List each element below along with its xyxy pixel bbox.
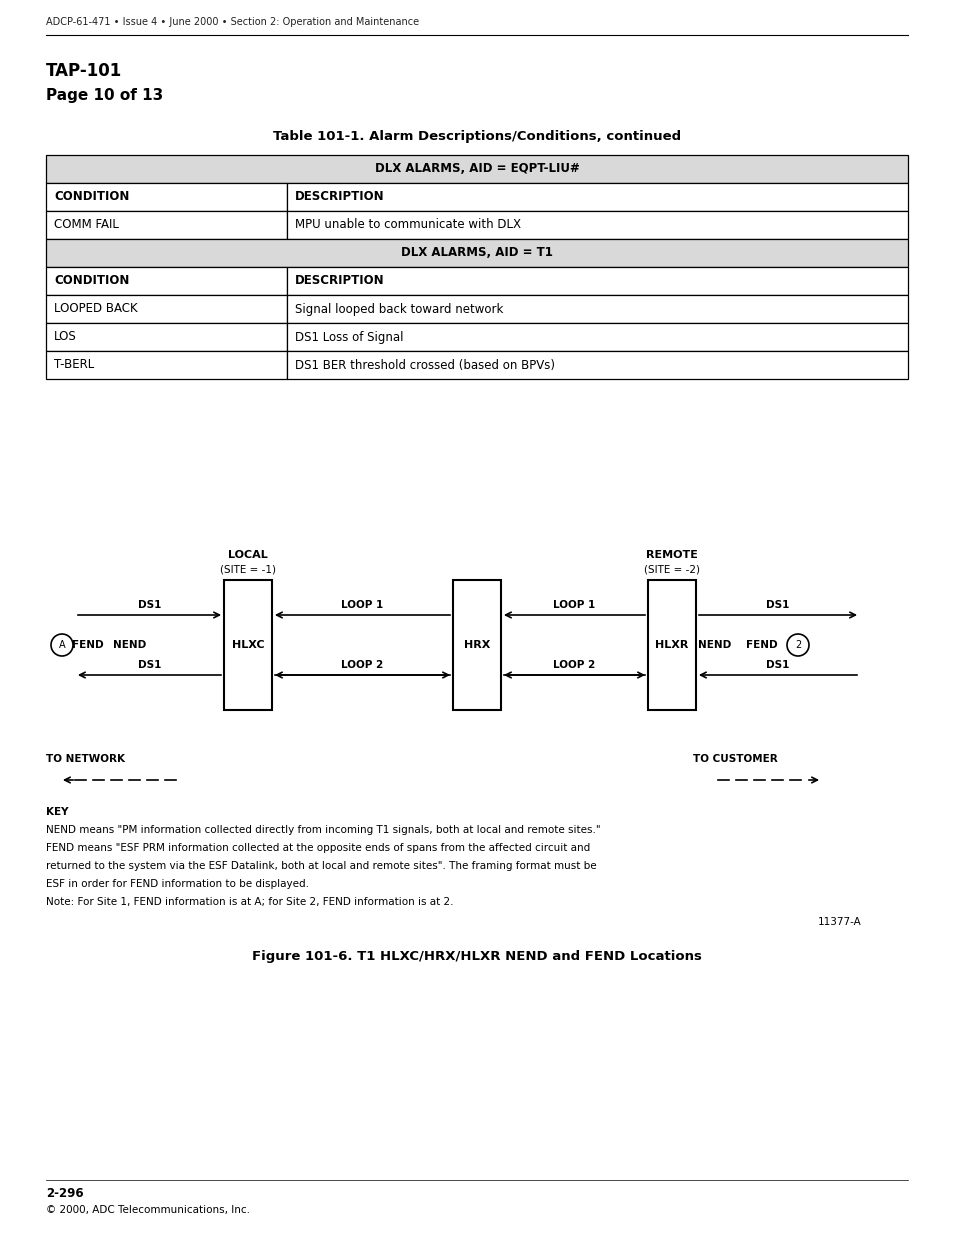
- Text: Note: For Site 1, FEND information is at A; for Site 2, FEND information is at 2: Note: For Site 1, FEND information is at…: [46, 897, 453, 906]
- Text: ESF in order for FEND information to be displayed.: ESF in order for FEND information to be …: [46, 879, 309, 889]
- Text: ADCP-61-471 • Issue 4 • June 2000 • Section 2: Operation and Maintenance: ADCP-61-471 • Issue 4 • June 2000 • Sect…: [46, 17, 418, 27]
- Text: FEND means "ESF PRM information collected at the opposite ends of spans from the: FEND means "ESF PRM information collecte…: [46, 844, 590, 853]
- Text: DLX ALARMS, AID = EQPT-LIU#: DLX ALARMS, AID = EQPT-LIU#: [375, 163, 578, 175]
- Bar: [453, 580, 500, 710]
- Text: Table 101-1. Alarm Descriptions/Conditions, continued: Table 101-1. Alarm Descriptions/Conditio…: [273, 130, 680, 143]
- Text: returned to the system via the ESF Datalink, both at local and remote sites". Th: returned to the system via the ESF Datal…: [46, 861, 596, 871]
- Text: Page 10 of 13: Page 10 of 13: [46, 88, 163, 103]
- Text: DS1: DS1: [765, 659, 789, 671]
- Bar: [647, 580, 696, 710]
- Text: TO NETWORK: TO NETWORK: [46, 755, 125, 764]
- Text: 2-296: 2-296: [46, 1187, 84, 1200]
- Bar: [46, 351, 287, 379]
- Bar: [287, 183, 907, 211]
- Bar: [287, 267, 907, 295]
- Text: 11377-A: 11377-A: [818, 918, 862, 927]
- Text: NEND: NEND: [113, 640, 147, 650]
- Text: DESCRIPTION: DESCRIPTION: [295, 274, 385, 288]
- Text: HLXC: HLXC: [232, 640, 264, 650]
- Text: FEND: FEND: [72, 640, 104, 650]
- Text: LOOP 2: LOOP 2: [553, 659, 595, 671]
- Text: NEND: NEND: [698, 640, 731, 650]
- Text: LOOPED BACK: LOOPED BACK: [54, 303, 137, 315]
- Bar: [287, 351, 907, 379]
- Text: HLXR: HLXR: [655, 640, 688, 650]
- Text: TAP-101: TAP-101: [46, 62, 122, 80]
- Text: Figure 101-6. T1 HLXC/HRX/HLXR NEND and FEND Locations: Figure 101-6. T1 HLXC/HRX/HLXR NEND and …: [252, 950, 701, 963]
- Text: MPU unable to communicate with DLX: MPU unable to communicate with DLX: [295, 219, 520, 231]
- Text: (SITE = -2): (SITE = -2): [643, 564, 700, 574]
- Bar: [46, 183, 287, 211]
- Text: FEND: FEND: [745, 640, 777, 650]
- Text: TO CUSTOMER: TO CUSTOMER: [692, 755, 777, 764]
- Bar: [46, 267, 287, 295]
- Text: LOS: LOS: [54, 331, 76, 343]
- Bar: [287, 211, 907, 240]
- Text: DLX ALARMS, AID = T1: DLX ALARMS, AID = T1: [400, 247, 553, 259]
- Text: DS1 BER threshold crossed (based on BPVs): DS1 BER threshold crossed (based on BPVs…: [295, 358, 555, 372]
- Text: 2: 2: [794, 640, 801, 650]
- Text: KEY: KEY: [46, 806, 69, 818]
- Bar: [46, 211, 287, 240]
- Text: COMM FAIL: COMM FAIL: [54, 219, 119, 231]
- Bar: [46, 156, 907, 183]
- Text: © 2000, ADC Telecommunications, Inc.: © 2000, ADC Telecommunications, Inc.: [46, 1205, 250, 1215]
- Text: LOCAL: LOCAL: [228, 550, 268, 559]
- Text: REMOTE: REMOTE: [645, 550, 698, 559]
- Text: (SITE = -1): (SITE = -1): [220, 564, 275, 574]
- Text: LOOP 2: LOOP 2: [341, 659, 383, 671]
- Text: HRX: HRX: [463, 640, 490, 650]
- Text: CONDITION: CONDITION: [54, 274, 130, 288]
- Text: DS1: DS1: [765, 600, 789, 610]
- Text: DS1: DS1: [137, 659, 161, 671]
- Bar: [287, 324, 907, 351]
- Bar: [224, 580, 272, 710]
- Text: A: A: [59, 640, 65, 650]
- Text: T-BERL: T-BERL: [54, 358, 94, 372]
- Bar: [46, 295, 287, 324]
- Text: Signal looped back toward network: Signal looped back toward network: [295, 303, 503, 315]
- Text: NEND means "PM information collected directly from incoming T1 signals, both at : NEND means "PM information collected dir…: [46, 825, 600, 835]
- Text: LOOP 1: LOOP 1: [341, 600, 383, 610]
- Bar: [287, 295, 907, 324]
- Text: CONDITION: CONDITION: [54, 190, 130, 204]
- Bar: [46, 240, 907, 267]
- Text: LOOP 1: LOOP 1: [553, 600, 595, 610]
- Text: DS1: DS1: [137, 600, 161, 610]
- Text: DESCRIPTION: DESCRIPTION: [295, 190, 385, 204]
- Bar: [46, 324, 287, 351]
- Text: DS1 Loss of Signal: DS1 Loss of Signal: [295, 331, 403, 343]
